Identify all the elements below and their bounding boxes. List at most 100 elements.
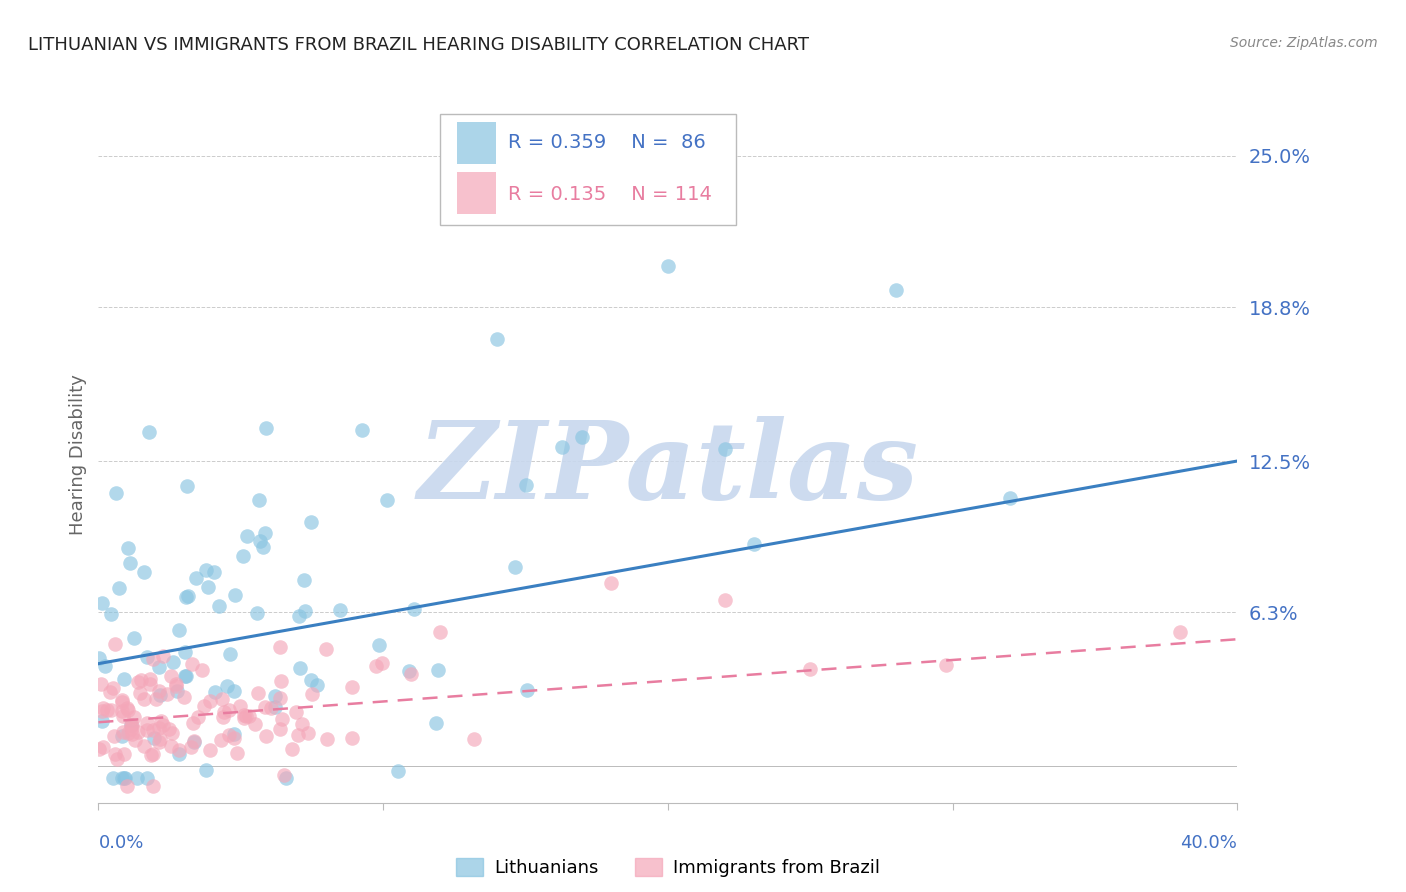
Point (149, 731, 172, 746)
Y-axis label: Hearing Disability: Hearing Disability (69, 375, 87, 535)
Point (148, 660, 170, 674)
Point (236, 529, 259, 543)
Point (104, 637, 127, 651)
Point (204, 685, 226, 699)
Point (142, 779, 165, 793)
Point (121, 718, 143, 732)
Point (184, 571, 207, 585)
Point (181, 657, 204, 672)
Point (238, 708, 260, 723)
Point (217, 679, 239, 693)
Point (104, 486, 127, 500)
Point (117, 541, 139, 556)
Point (136, 723, 159, 737)
Point (142, 723, 165, 737)
Point (299, 673, 322, 687)
Point (177, 589, 200, 603)
Point (368, 638, 391, 652)
Point (209, 732, 232, 747)
Point (232, 549, 254, 564)
Point (111, 693, 134, 707)
Point (246, 606, 269, 620)
Point (235, 709, 257, 723)
Point (129, 673, 152, 687)
Point (998, 491, 1021, 505)
Point (142, 652, 165, 666)
Text: R = 0.135    N = 114: R = 0.135 N = 114 (508, 185, 711, 203)
Point (274, 772, 297, 786)
Point (148, 721, 170, 735)
Point (350, 423, 373, 437)
Point (186, 709, 208, 723)
Point (208, 599, 231, 613)
Point (117, 726, 139, 740)
Point (117, 703, 139, 717)
Point (427, 663, 450, 677)
Point (425, 716, 447, 731)
Point (167, 623, 190, 637)
Point (90, 596, 112, 610)
Point (284, 705, 307, 719)
Point (301, 687, 323, 701)
Point (120, 556, 142, 570)
Point (884, 283, 907, 297)
Point (162, 655, 184, 669)
Point (112, 672, 135, 686)
Point (224, 727, 246, 741)
Point (375, 492, 398, 507)
Point (387, 764, 409, 778)
Legend: Lithuanians, Immigrants from Brazil: Lithuanians, Immigrants from Brazil (449, 850, 887, 884)
Point (229, 699, 252, 714)
Point (142, 731, 165, 746)
Point (108, 581, 131, 595)
Point (120, 718, 142, 732)
Point (90, 677, 112, 691)
Point (198, 694, 221, 708)
Point (112, 724, 135, 739)
Point (160, 668, 183, 682)
Point (246, 685, 269, 699)
Point (269, 640, 291, 654)
Point (120, 718, 142, 732)
Point (222, 684, 245, 698)
Point (225, 747, 247, 761)
Point (87, 741, 110, 756)
Point (183, 735, 205, 749)
Point (124, 631, 146, 645)
Point (399, 667, 422, 681)
Point (249, 534, 271, 549)
Point (105, 752, 128, 766)
Point (157, 722, 180, 736)
Point (125, 772, 148, 786)
Point (935, 658, 957, 673)
Point (486, 332, 509, 346)
Point (194, 563, 217, 577)
Point (292, 573, 315, 587)
Point (329, 602, 352, 616)
Point (89, 651, 111, 665)
Point (152, 718, 174, 732)
Point (103, 729, 125, 743)
Point (174, 590, 197, 604)
Point (281, 742, 304, 756)
Point (264, 689, 287, 703)
Point (121, 727, 143, 741)
Point (124, 733, 146, 747)
Point (138, 425, 160, 440)
Point (100, 703, 122, 717)
Point (166, 684, 188, 698)
Point (127, 725, 149, 739)
Point (197, 580, 219, 594)
Point (233, 711, 256, 725)
Point (551, 440, 574, 454)
Point (297, 726, 319, 740)
Text: 40.0%: 40.0% (1181, 834, 1237, 852)
Text: Source: ZipAtlas.com: Source: ZipAtlas.com (1230, 36, 1378, 50)
Point (404, 602, 426, 616)
Point (714, 593, 737, 607)
Point (243, 716, 266, 731)
Point (136, 649, 159, 664)
Point (149, 689, 172, 703)
Text: LITHUANIAN VS IMMIGRANTS FROM BRAZIL HEARING DISABILITY CORRELATION CHART: LITHUANIAN VS IMMIGRANTS FROM BRAZIL HEA… (28, 36, 808, 54)
Point (195, 763, 218, 777)
